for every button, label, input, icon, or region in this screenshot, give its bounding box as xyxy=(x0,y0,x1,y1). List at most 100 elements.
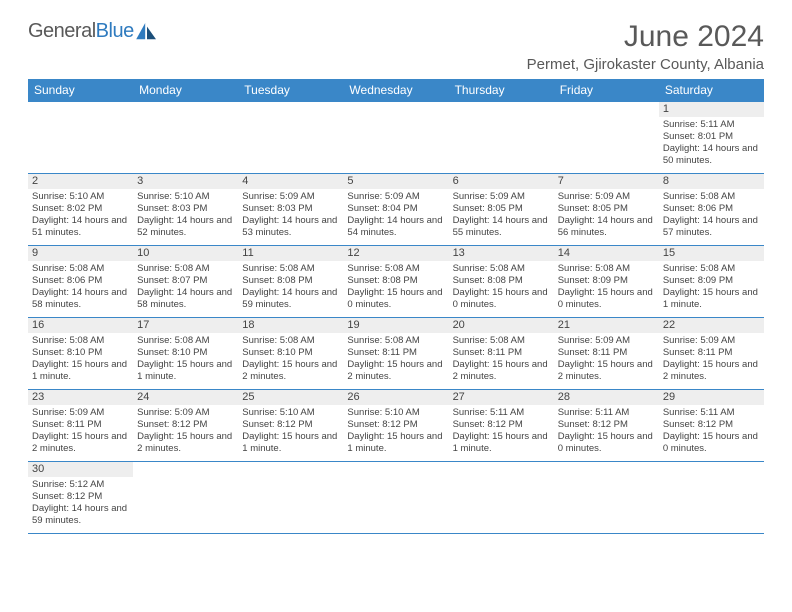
day-number: 7 xyxy=(554,174,659,189)
sunset-text: Sunset: 8:11 PM xyxy=(32,419,129,431)
daylight-text: Daylight: 15 hours and 0 minutes. xyxy=(558,287,655,311)
calendar-day-cell xyxy=(343,102,448,174)
calendar-day-cell xyxy=(659,462,764,534)
day-info: Sunrise: 5:10 AMSunset: 8:12 PMDaylight:… xyxy=(238,405,343,455)
daylight-text: Daylight: 15 hours and 1 minute. xyxy=(453,431,550,455)
daylight-text: Daylight: 14 hours and 54 minutes. xyxy=(347,215,444,239)
calendar-day-cell: 9Sunrise: 5:08 AMSunset: 8:06 PMDaylight… xyxy=(28,246,133,318)
calendar-day-cell xyxy=(554,462,659,534)
calendar-day-cell: 21Sunrise: 5:09 AMSunset: 8:11 PMDayligh… xyxy=(554,318,659,390)
calendar-day-cell: 20Sunrise: 5:08 AMSunset: 8:11 PMDayligh… xyxy=(449,318,554,390)
sunset-text: Sunset: 8:12 PM xyxy=(558,419,655,431)
calendar-day-cell: 6Sunrise: 5:09 AMSunset: 8:05 PMDaylight… xyxy=(449,174,554,246)
calendar-day-cell: 30Sunrise: 5:12 AMSunset: 8:12 PMDayligh… xyxy=(28,462,133,534)
sunset-text: Sunset: 8:12 PM xyxy=(663,419,760,431)
day-info: Sunrise: 5:08 AMSunset: 8:07 PMDaylight:… xyxy=(133,261,238,311)
calendar-day-cell xyxy=(449,462,554,534)
sunrise-text: Sunrise: 5:12 AM xyxy=(32,479,129,491)
calendar-day-cell: 15Sunrise: 5:08 AMSunset: 8:09 PMDayligh… xyxy=(659,246,764,318)
daylight-text: Daylight: 15 hours and 0 minutes. xyxy=(453,287,550,311)
sunrise-text: Sunrise: 5:08 AM xyxy=(137,263,234,275)
weekday-header: Sunday xyxy=(28,79,133,102)
sunrise-text: Sunrise: 5:08 AM xyxy=(137,335,234,347)
calendar-week-row: 1Sunrise: 5:11 AMSunset: 8:01 PMDaylight… xyxy=(28,102,764,174)
sunrise-text: Sunrise: 5:10 AM xyxy=(242,407,339,419)
day-number: 26 xyxy=(343,390,448,405)
calendar-day-cell xyxy=(238,462,343,534)
day-info: Sunrise: 5:11 AMSunset: 8:01 PMDaylight:… xyxy=(659,117,764,167)
sunrise-text: Sunrise: 5:09 AM xyxy=(347,191,444,203)
day-info: Sunrise: 5:09 AMSunset: 8:12 PMDaylight:… xyxy=(133,405,238,455)
day-info: Sunrise: 5:08 AMSunset: 8:10 PMDaylight:… xyxy=(28,333,133,383)
calendar-day-cell xyxy=(449,102,554,174)
day-info: Sunrise: 5:08 AMSunset: 8:09 PMDaylight:… xyxy=(554,261,659,311)
calendar-day-cell: 13Sunrise: 5:08 AMSunset: 8:08 PMDayligh… xyxy=(449,246,554,318)
calendar-day-cell: 29Sunrise: 5:11 AMSunset: 8:12 PMDayligh… xyxy=(659,390,764,462)
sunrise-text: Sunrise: 5:11 AM xyxy=(558,407,655,419)
sunset-text: Sunset: 8:03 PM xyxy=(242,203,339,215)
sunrise-text: Sunrise: 5:09 AM xyxy=(558,335,655,347)
sunset-text: Sunset: 8:08 PM xyxy=(347,275,444,287)
weekday-header: Wednesday xyxy=(343,79,448,102)
sunrise-text: Sunrise: 5:09 AM xyxy=(137,407,234,419)
day-number: 9 xyxy=(28,246,133,261)
month-title: June 2024 xyxy=(527,20,764,54)
daylight-text: Daylight: 15 hours and 1 minute. xyxy=(663,287,760,311)
daylight-text: Daylight: 14 hours and 51 minutes. xyxy=(32,215,129,239)
daylight-text: Daylight: 15 hours and 2 minutes. xyxy=(32,431,129,455)
day-number: 10 xyxy=(133,246,238,261)
day-number: 17 xyxy=(133,318,238,333)
calendar-day-cell: 22Sunrise: 5:09 AMSunset: 8:11 PMDayligh… xyxy=(659,318,764,390)
day-number: 3 xyxy=(133,174,238,189)
logo-text-blue: Blue xyxy=(96,20,134,42)
day-number: 28 xyxy=(554,390,659,405)
calendar-week-row: 23Sunrise: 5:09 AMSunset: 8:11 PMDayligh… xyxy=(28,390,764,462)
sunrise-text: Sunrise: 5:08 AM xyxy=(453,335,550,347)
day-number: 24 xyxy=(133,390,238,405)
sunrise-text: Sunrise: 5:08 AM xyxy=(32,335,129,347)
sunset-text: Sunset: 8:12 PM xyxy=(347,419,444,431)
sunset-text: Sunset: 8:10 PM xyxy=(242,347,339,359)
calendar-day-cell xyxy=(133,102,238,174)
daylight-text: Daylight: 15 hours and 1 minute. xyxy=(137,359,234,383)
sunset-text: Sunset: 8:04 PM xyxy=(347,203,444,215)
calendar-day-cell xyxy=(28,102,133,174)
calendar-day-cell xyxy=(133,462,238,534)
day-number: 16 xyxy=(28,318,133,333)
day-info: Sunrise: 5:08 AMSunset: 8:11 PMDaylight:… xyxy=(449,333,554,383)
sunrise-text: Sunrise: 5:10 AM xyxy=(137,191,234,203)
day-info: Sunrise: 5:08 AMSunset: 8:06 PMDaylight:… xyxy=(659,189,764,239)
sunrise-text: Sunrise: 5:11 AM xyxy=(663,119,760,131)
calendar-body: 1Sunrise: 5:11 AMSunset: 8:01 PMDaylight… xyxy=(28,102,764,534)
daylight-text: Daylight: 15 hours and 1 minute. xyxy=(347,431,444,455)
daylight-text: Daylight: 15 hours and 0 minutes. xyxy=(663,431,760,455)
calendar-day-cell: 1Sunrise: 5:11 AMSunset: 8:01 PMDaylight… xyxy=(659,102,764,174)
sunrise-text: Sunrise: 5:08 AM xyxy=(32,263,129,275)
day-number: 27 xyxy=(449,390,554,405)
sunrise-text: Sunrise: 5:09 AM xyxy=(663,335,760,347)
weekday-header-row: Sunday Monday Tuesday Wednesday Thursday… xyxy=(28,79,764,102)
sunrise-text: Sunrise: 5:08 AM xyxy=(242,263,339,275)
calendar-day-cell: 16Sunrise: 5:08 AMSunset: 8:10 PMDayligh… xyxy=(28,318,133,390)
logo-text: GeneralBlue xyxy=(28,20,134,43)
sunrise-text: Sunrise: 5:10 AM xyxy=(32,191,129,203)
day-info: Sunrise: 5:09 AMSunset: 8:05 PMDaylight:… xyxy=(449,189,554,239)
calendar-day-cell: 24Sunrise: 5:09 AMSunset: 8:12 PMDayligh… xyxy=(133,390,238,462)
day-number: 8 xyxy=(659,174,764,189)
daylight-text: Daylight: 15 hours and 2 minutes. xyxy=(137,431,234,455)
calendar-week-row: 16Sunrise: 5:08 AMSunset: 8:10 PMDayligh… xyxy=(28,318,764,390)
sunrise-text: Sunrise: 5:08 AM xyxy=(663,191,760,203)
sunrise-text: Sunrise: 5:08 AM xyxy=(453,263,550,275)
day-info: Sunrise: 5:10 AMSunset: 8:03 PMDaylight:… xyxy=(133,189,238,239)
calendar-day-cell: 8Sunrise: 5:08 AMSunset: 8:06 PMDaylight… xyxy=(659,174,764,246)
calendar-day-cell: 19Sunrise: 5:08 AMSunset: 8:11 PMDayligh… xyxy=(343,318,448,390)
day-info: Sunrise: 5:10 AMSunset: 8:12 PMDaylight:… xyxy=(343,405,448,455)
sunrise-text: Sunrise: 5:09 AM xyxy=(32,407,129,419)
calendar-day-cell: 28Sunrise: 5:11 AMSunset: 8:12 PMDayligh… xyxy=(554,390,659,462)
calendar-day-cell: 14Sunrise: 5:08 AMSunset: 8:09 PMDayligh… xyxy=(554,246,659,318)
day-number: 21 xyxy=(554,318,659,333)
daylight-text: Daylight: 15 hours and 2 minutes. xyxy=(558,359,655,383)
day-info: Sunrise: 5:08 AMSunset: 8:06 PMDaylight:… xyxy=(28,261,133,311)
day-info: Sunrise: 5:10 AMSunset: 8:02 PMDaylight:… xyxy=(28,189,133,239)
calendar-week-row: 9Sunrise: 5:08 AMSunset: 8:06 PMDaylight… xyxy=(28,246,764,318)
